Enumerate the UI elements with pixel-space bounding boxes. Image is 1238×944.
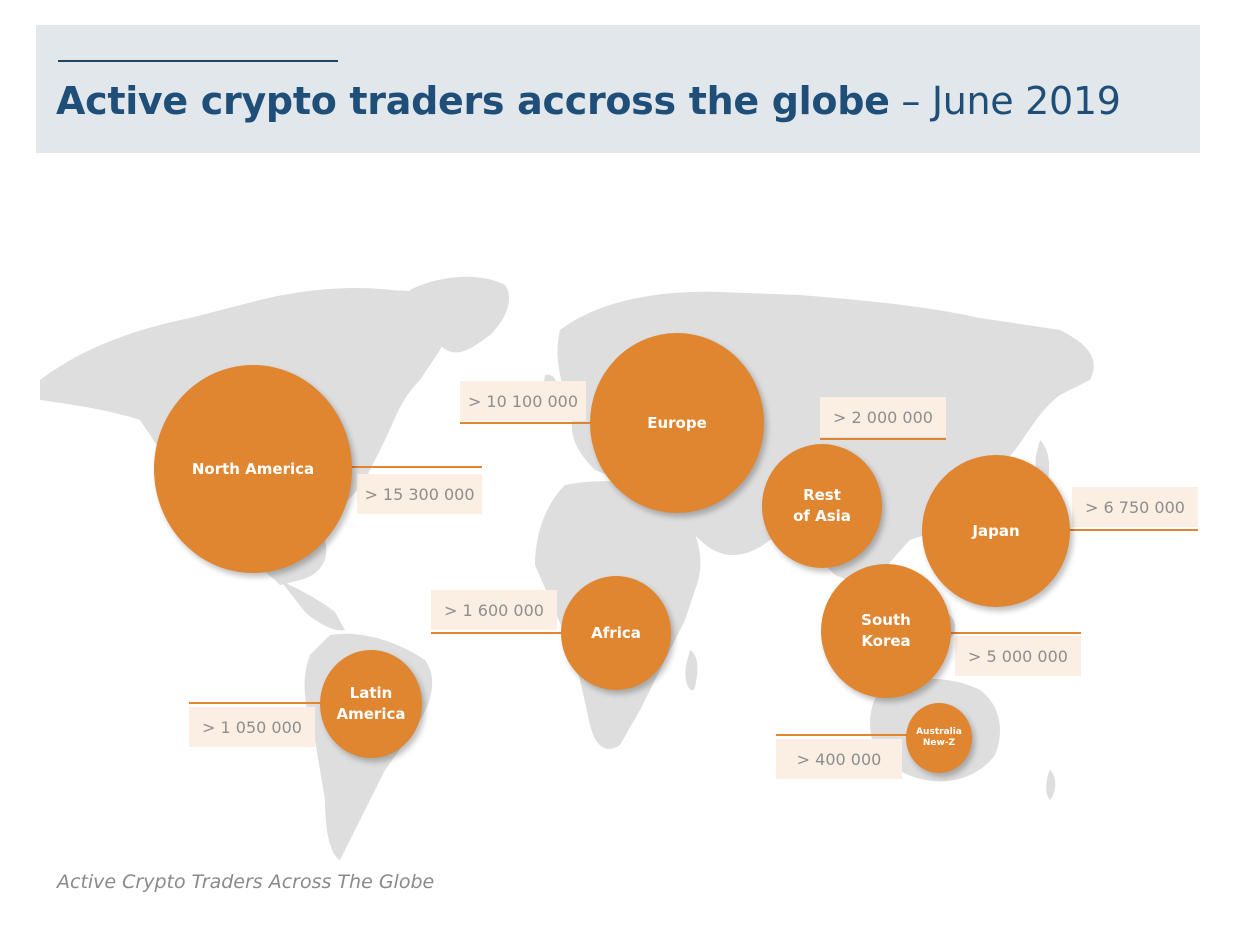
landmass-madagascar	[685, 650, 698, 691]
connector-latin-america	[189, 702, 329, 704]
landmass-new-zealand	[1046, 770, 1056, 800]
bubble-rest-of-asia: Rest of Asia	[762, 444, 882, 568]
header-rule	[58, 60, 338, 62]
traders-label-africa: > 1 600 000	[431, 590, 557, 630]
header-banner: Active crypto traders accross the globe …	[36, 25, 1200, 153]
bubble-north-america: North America	[154, 365, 352, 573]
connector-south-korea	[940, 632, 1081, 634]
title-date: – June 2019	[889, 79, 1121, 123]
traders-label-latin-america: > 1 050 000	[189, 707, 315, 747]
connector-japan	[1060, 529, 1198, 531]
connector-north-america	[345, 466, 482, 468]
traders-label-europe: > 10 100 000	[460, 381, 586, 421]
bubble-africa: Africa	[561, 576, 671, 690]
connector-australia-new-zealand	[776, 734, 916, 736]
landmass-greenland	[410, 276, 510, 353]
traders-label-north-america: > 15 300 000	[357, 474, 482, 514]
traders-label-rest-of-asia: > 2 000 000	[820, 397, 946, 437]
bubble-europe: Europe	[590, 333, 764, 513]
traders-label-australia-new-zealand: > 400 000	[776, 739, 902, 779]
traders-label-japan: > 6 750 000	[1072, 487, 1198, 527]
connector-africa	[431, 632, 571, 634]
landmass-central-america	[280, 580, 345, 631]
bubble-japan: Japan	[922, 455, 1070, 607]
page-title: Active crypto traders accross the globe …	[56, 79, 1121, 123]
traders-label-south-korea: > 5 000 000	[955, 636, 1081, 676]
bubble-south-korea: South Korea	[821, 564, 951, 698]
bubble-australia-new-zealand: Australia New-Z	[906, 703, 972, 773]
connector-europe	[460, 422, 600, 424]
connector-rest-of-asia	[820, 438, 946, 440]
bubble-latin-america: Latin America	[320, 650, 422, 758]
title-bold: Active crypto traders accross the globe	[56, 79, 890, 123]
map-caption: Active Crypto Traders Across The Globe	[57, 871, 435, 893]
